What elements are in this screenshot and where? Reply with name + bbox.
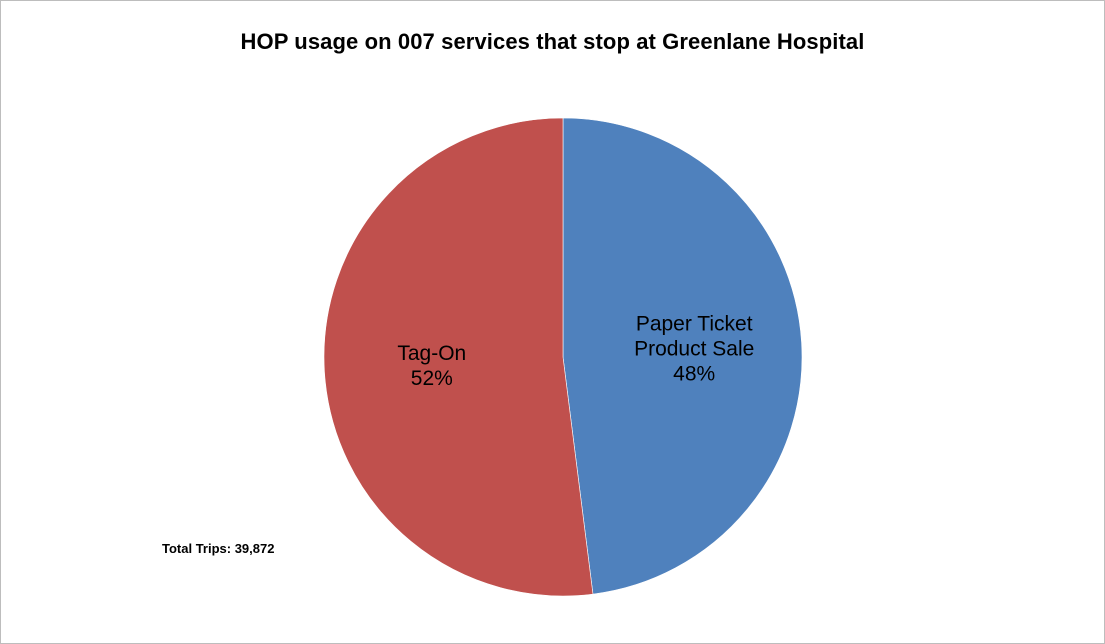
slice-label-1: Tag-On 52% <box>397 342 466 390</box>
total-trips-note: Total Trips: 39,872 <box>162 541 275 556</box>
pie-slice-0 <box>562 117 803 595</box>
pie-slice-1 <box>323 117 594 597</box>
chart-title: HOP usage on 007 services that stop at G… <box>240 29 865 54</box>
slice-category-0: Product Sale <box>634 338 754 361</box>
slice-category-1: Tag-On <box>397 342 466 365</box>
slice-category-0: Paper Ticket <box>636 313 753 336</box>
slice-percent-1: 52% <box>411 367 453 390</box>
slice-percent-0: 48% <box>673 363 715 386</box>
slice-label-0: Paper Ticket Product Sale 48% <box>634 313 754 386</box>
